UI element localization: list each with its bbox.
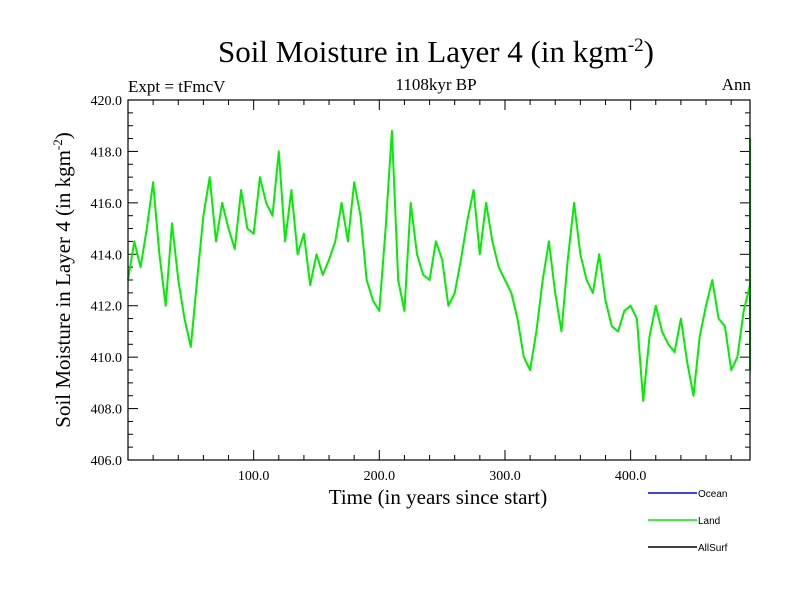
legend-label-allsurf: AllSurf xyxy=(698,543,728,554)
x-tick-label: 200.0 xyxy=(364,469,396,484)
chart-title: Soil Moisture in Layer 4 (in kgm-2) xyxy=(218,34,654,69)
x-tick-label: 100.0 xyxy=(238,469,270,484)
y-axis-label-sup: -2 xyxy=(50,139,65,150)
y-tick-label: 420.0 xyxy=(91,94,123,109)
season-label: Ann xyxy=(722,75,752,94)
chart-title-sup: -2 xyxy=(628,35,644,56)
x-tick-label: 300.0 xyxy=(489,469,521,484)
series-line-land xyxy=(127,129,751,402)
legend-label-land: Land xyxy=(698,516,720,527)
y-tick-label: 414.0 xyxy=(91,248,123,263)
experiment-label: Expt = tFmcV xyxy=(128,77,226,96)
chart-title-close: ) xyxy=(644,34,654,69)
plot-area xyxy=(127,129,751,402)
plot-frame xyxy=(127,99,751,461)
y-tick-label: 412.0 xyxy=(91,300,123,315)
y-axis-label-close: ) xyxy=(51,132,75,139)
x-tick-label: 400.0 xyxy=(615,469,647,484)
y-tick-label: 406.0 xyxy=(91,454,123,469)
y-tick-label: 416.0 xyxy=(91,197,123,212)
legend-label-ocean: Ocean xyxy=(698,489,727,500)
legend: Ocean Land AllSurf xyxy=(648,489,728,554)
chart-subtitle: 1108kyr BP xyxy=(395,75,476,94)
y-axis-label: Soil Moisture in Layer 4 (in kgm-2) xyxy=(50,132,75,427)
y-tick-label: 408.0 xyxy=(91,403,123,418)
y-tick-label: 410.0 xyxy=(91,351,123,366)
x-axis-label: Time (in years since start) xyxy=(329,485,548,509)
y-tick-label: 418.0 xyxy=(91,145,123,160)
axis-ticks: 406.0 408.0 410.0 412.0 414.0 416.0 418.0 420.0… xyxy=(91,94,750,484)
